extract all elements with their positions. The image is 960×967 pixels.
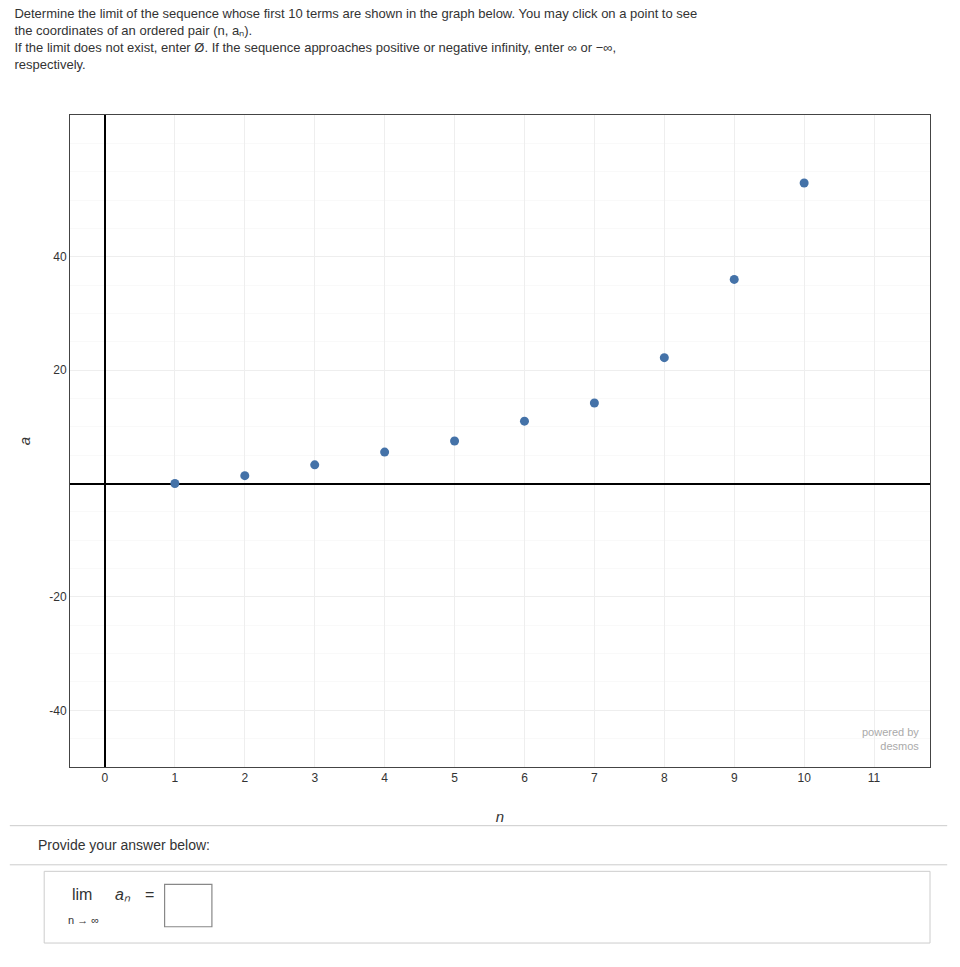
svg-text:n → ∞: n → ∞ xyxy=(68,914,99,926)
svg-text:6: 6 xyxy=(521,771,528,785)
svg-text:5: 5 xyxy=(451,771,458,785)
svg-text:powered bydesmos: powered bydesmos xyxy=(862,726,919,752)
svg-text:0: 0 xyxy=(102,771,109,785)
svg-text:lim: lim xyxy=(72,886,92,903)
svg-text:2: 2 xyxy=(241,771,248,785)
svg-text:40: 40 xyxy=(53,250,67,264)
svg-text:3: 3 xyxy=(311,771,318,785)
svg-text:Determine the limit of the seq: Determine the limit of the sequence whos… xyxy=(14,6,697,72)
svg-text:11: 11 xyxy=(868,771,881,785)
svg-text:1: 1 xyxy=(172,771,179,785)
svg-text:-40: -40 xyxy=(49,704,67,718)
svg-text:=: = xyxy=(145,886,154,903)
svg-text:9: 9 xyxy=(731,771,738,785)
svg-text:n: n xyxy=(496,808,504,825)
svg-text:aₙ: aₙ xyxy=(115,886,131,903)
svg-text:7: 7 xyxy=(591,771,598,785)
svg-text:a: a xyxy=(16,437,33,445)
svg-text:8: 8 xyxy=(661,771,668,785)
svg-text:Provide your answer below:: Provide your answer below: xyxy=(38,837,210,853)
svg-text:20: 20 xyxy=(53,363,67,377)
svg-text:4: 4 xyxy=(381,771,388,785)
svg-text:-20: -20 xyxy=(49,590,67,604)
svg-text:10: 10 xyxy=(797,771,811,785)
